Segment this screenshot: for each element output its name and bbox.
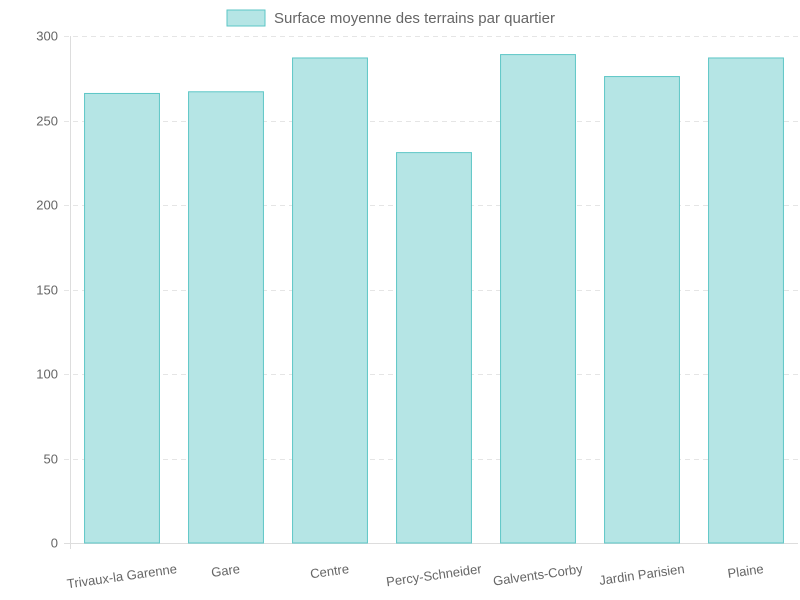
- x-tick-label: Jardin Parisien: [598, 561, 685, 588]
- bar[interactable]: [292, 57, 368, 544]
- x-tick-label: Galvents-Corby: [492, 561, 584, 588]
- bar[interactable]: [604, 76, 680, 544]
- y-tick-label: 0: [51, 536, 58, 551]
- x-tick-label: Plaine: [727, 561, 765, 581]
- x-tick-label: Gare: [210, 561, 241, 580]
- legend-label: Surface moyenne des terrains par quartie…: [274, 10, 555, 27]
- x-axis-ticks: Trivaux-la Garenne Gare Centre Percy-Schnei…: [66, 561, 764, 591]
- bar[interactable]: [708, 57, 784, 544]
- x-tick-label: Centre: [309, 561, 350, 581]
- bars: [84, 54, 784, 544]
- y-axis-ticks: 0 50 100 150 200 250 300: [36, 29, 58, 551]
- y-tick-label: 100: [36, 367, 58, 382]
- bar[interactable]: [396, 152, 472, 544]
- bar[interactable]: [188, 91, 264, 544]
- y-tick-label: 300: [36, 29, 58, 44]
- legend-swatch: [226, 9, 266, 27]
- y-tick-label: 200: [36, 198, 58, 213]
- bar[interactable]: [500, 54, 576, 544]
- legend[interactable]: Surface moyenne des terrains par quartie…: [226, 9, 555, 27]
- y-tick-label: 150: [36, 283, 58, 298]
- y-tick-label: 250: [36, 114, 58, 129]
- y-tick-label: 50: [44, 452, 58, 467]
- bar[interactable]: [84, 92, 160, 544]
- x-tick-label: Percy-Schneider: [385, 561, 483, 589]
- x-tick-label: Trivaux-la Garenne: [66, 561, 178, 591]
